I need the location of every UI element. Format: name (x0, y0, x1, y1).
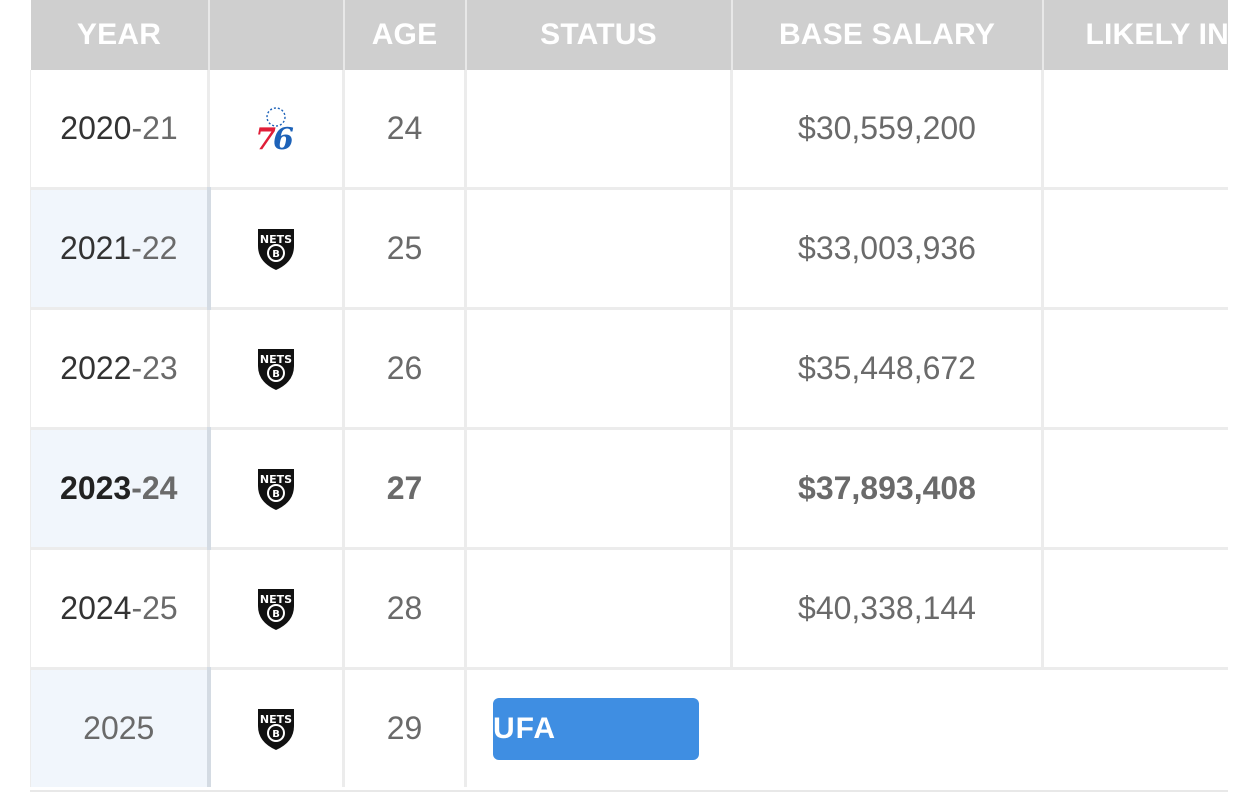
header-year[interactable]: YEAR (30, 0, 210, 70)
status-cell (465, 70, 733, 190)
status-cell (465, 188, 733, 310)
age-cell: 26 (343, 308, 467, 430)
year-cell: 2024-25 (30, 548, 210, 670)
status-cell (465, 428, 733, 550)
header-team (208, 0, 345, 70)
table-row: 2024-25 NETS B 28 $40,338,144 - (30, 548, 1228, 670)
year-end: -22 (131, 230, 178, 266)
header-base-salary[interactable]: BASE SALARY (731, 0, 1044, 70)
table-row: 2021-22 NETS B 25 $33,003,936 - (30, 188, 1228, 310)
likely-incentives-cell: - (1042, 428, 1228, 550)
year-end: -24 (131, 470, 178, 506)
base-salary-cell: $40,338,144 (731, 548, 1044, 670)
header-likely-incentives[interactable]: LIKELY INC (1042, 0, 1228, 70)
svg-text:NETS: NETS (260, 473, 292, 486)
nets-logo-icon: NETS B (258, 228, 295, 270)
status-cell (465, 308, 733, 430)
contract-table: YEAR AGE STATUS BASE SALARY LIKELY INC 2… (30, 0, 1228, 787)
nets-logo-icon: NETS B (258, 468, 295, 510)
status-cell: UFA (466, 669, 1229, 788)
svg-text:NETS: NETS (260, 353, 292, 366)
team-cell: NETS B (208, 668, 345, 787)
age-cell: 27 (343, 428, 467, 550)
year-cell: 2022-23 (30, 308, 210, 430)
svg-text:B: B (272, 489, 280, 500)
table-row: 2020-21 7 6 24 $30,559,200 - (30, 70, 1228, 190)
svg-text:6: 6 (273, 122, 294, 153)
likely-incentives-cell: - (1042, 188, 1228, 310)
age-cell: 24 (343, 70, 467, 190)
team-cell: NETS B (208, 548, 345, 670)
svg-text:NETS: NETS (260, 713, 292, 726)
age-cell: 29 (343, 668, 467, 787)
year-end: -23 (131, 350, 178, 386)
age-cell: 28 (343, 548, 467, 670)
year-start: 2025 (83, 710, 155, 746)
salary-table-container: YEAR AGE STATUS BASE SALARY LIKELY INC 2… (30, 0, 1228, 792)
year-cell: 2020-21 (30, 70, 210, 190)
nets-logo-icon: NETS B (258, 348, 294, 390)
base-salary-cell: $30,559,200 (731, 70, 1044, 190)
year-start: 2020 (60, 110, 132, 146)
svg-text:B: B (272, 249, 280, 260)
year-end: -21 (131, 110, 178, 146)
likely-incentives-cell: - (1042, 70, 1228, 190)
svg-text:B: B (272, 369, 280, 380)
year-end: -25 (131, 590, 178, 626)
team-cell: NETS B (208, 188, 345, 310)
likely-incentives-cell: - (1042, 548, 1228, 670)
table-row: 2025 NETS B 29 UFA (30, 668, 1229, 788)
nets-logo-icon: NETS B (258, 708, 295, 750)
year-start: 2023 (60, 470, 132, 506)
year-cell: 2025 (30, 668, 211, 787)
header-status[interactable]: STATUS (465, 0, 733, 70)
year-start: 2024 (60, 590, 132, 626)
year-start: 2022 (60, 350, 132, 386)
year-start: 2021 (60, 230, 132, 266)
age-cell: 25 (343, 188, 467, 310)
ufa-badge[interactable]: UFA (493, 697, 699, 760)
header-age[interactable]: AGE (343, 0, 467, 70)
table-row-current: 2023-24 NETS B 27 $37,893,408 - (30, 428, 1228, 550)
status-cell (465, 548, 733, 670)
header-row: YEAR AGE STATUS BASE SALARY LIKELY INC (30, 0, 1228, 70)
year-cell: 2021-22 (30, 188, 211, 310)
team-cell: 7 6 (208, 70, 345, 190)
svg-text:B: B (272, 729, 280, 740)
svg-text:B: B (272, 609, 280, 620)
likely-incentives-cell: - (1042, 308, 1228, 430)
team-cell: NETS B (208, 428, 345, 550)
base-salary-cell: $35,448,672 (731, 308, 1044, 430)
svg-text:7: 7 (255, 122, 276, 153)
svg-text:NETS: NETS (260, 233, 292, 246)
base-salary-cell: $33,003,936 (731, 188, 1044, 310)
table-row: 2022-23 NETS B 26 $35,448,672 - (30, 308, 1228, 430)
base-salary-cell: $37,893,408 (731, 428, 1044, 550)
sixers-76-logo-icon: 7 6 (255, 106, 294, 153)
team-cell: NETS B (208, 308, 345, 430)
svg-text:NETS: NETS (260, 593, 292, 606)
year-cell: 2023-24 (30, 428, 211, 550)
nets-logo-icon: NETS B (258, 588, 294, 630)
